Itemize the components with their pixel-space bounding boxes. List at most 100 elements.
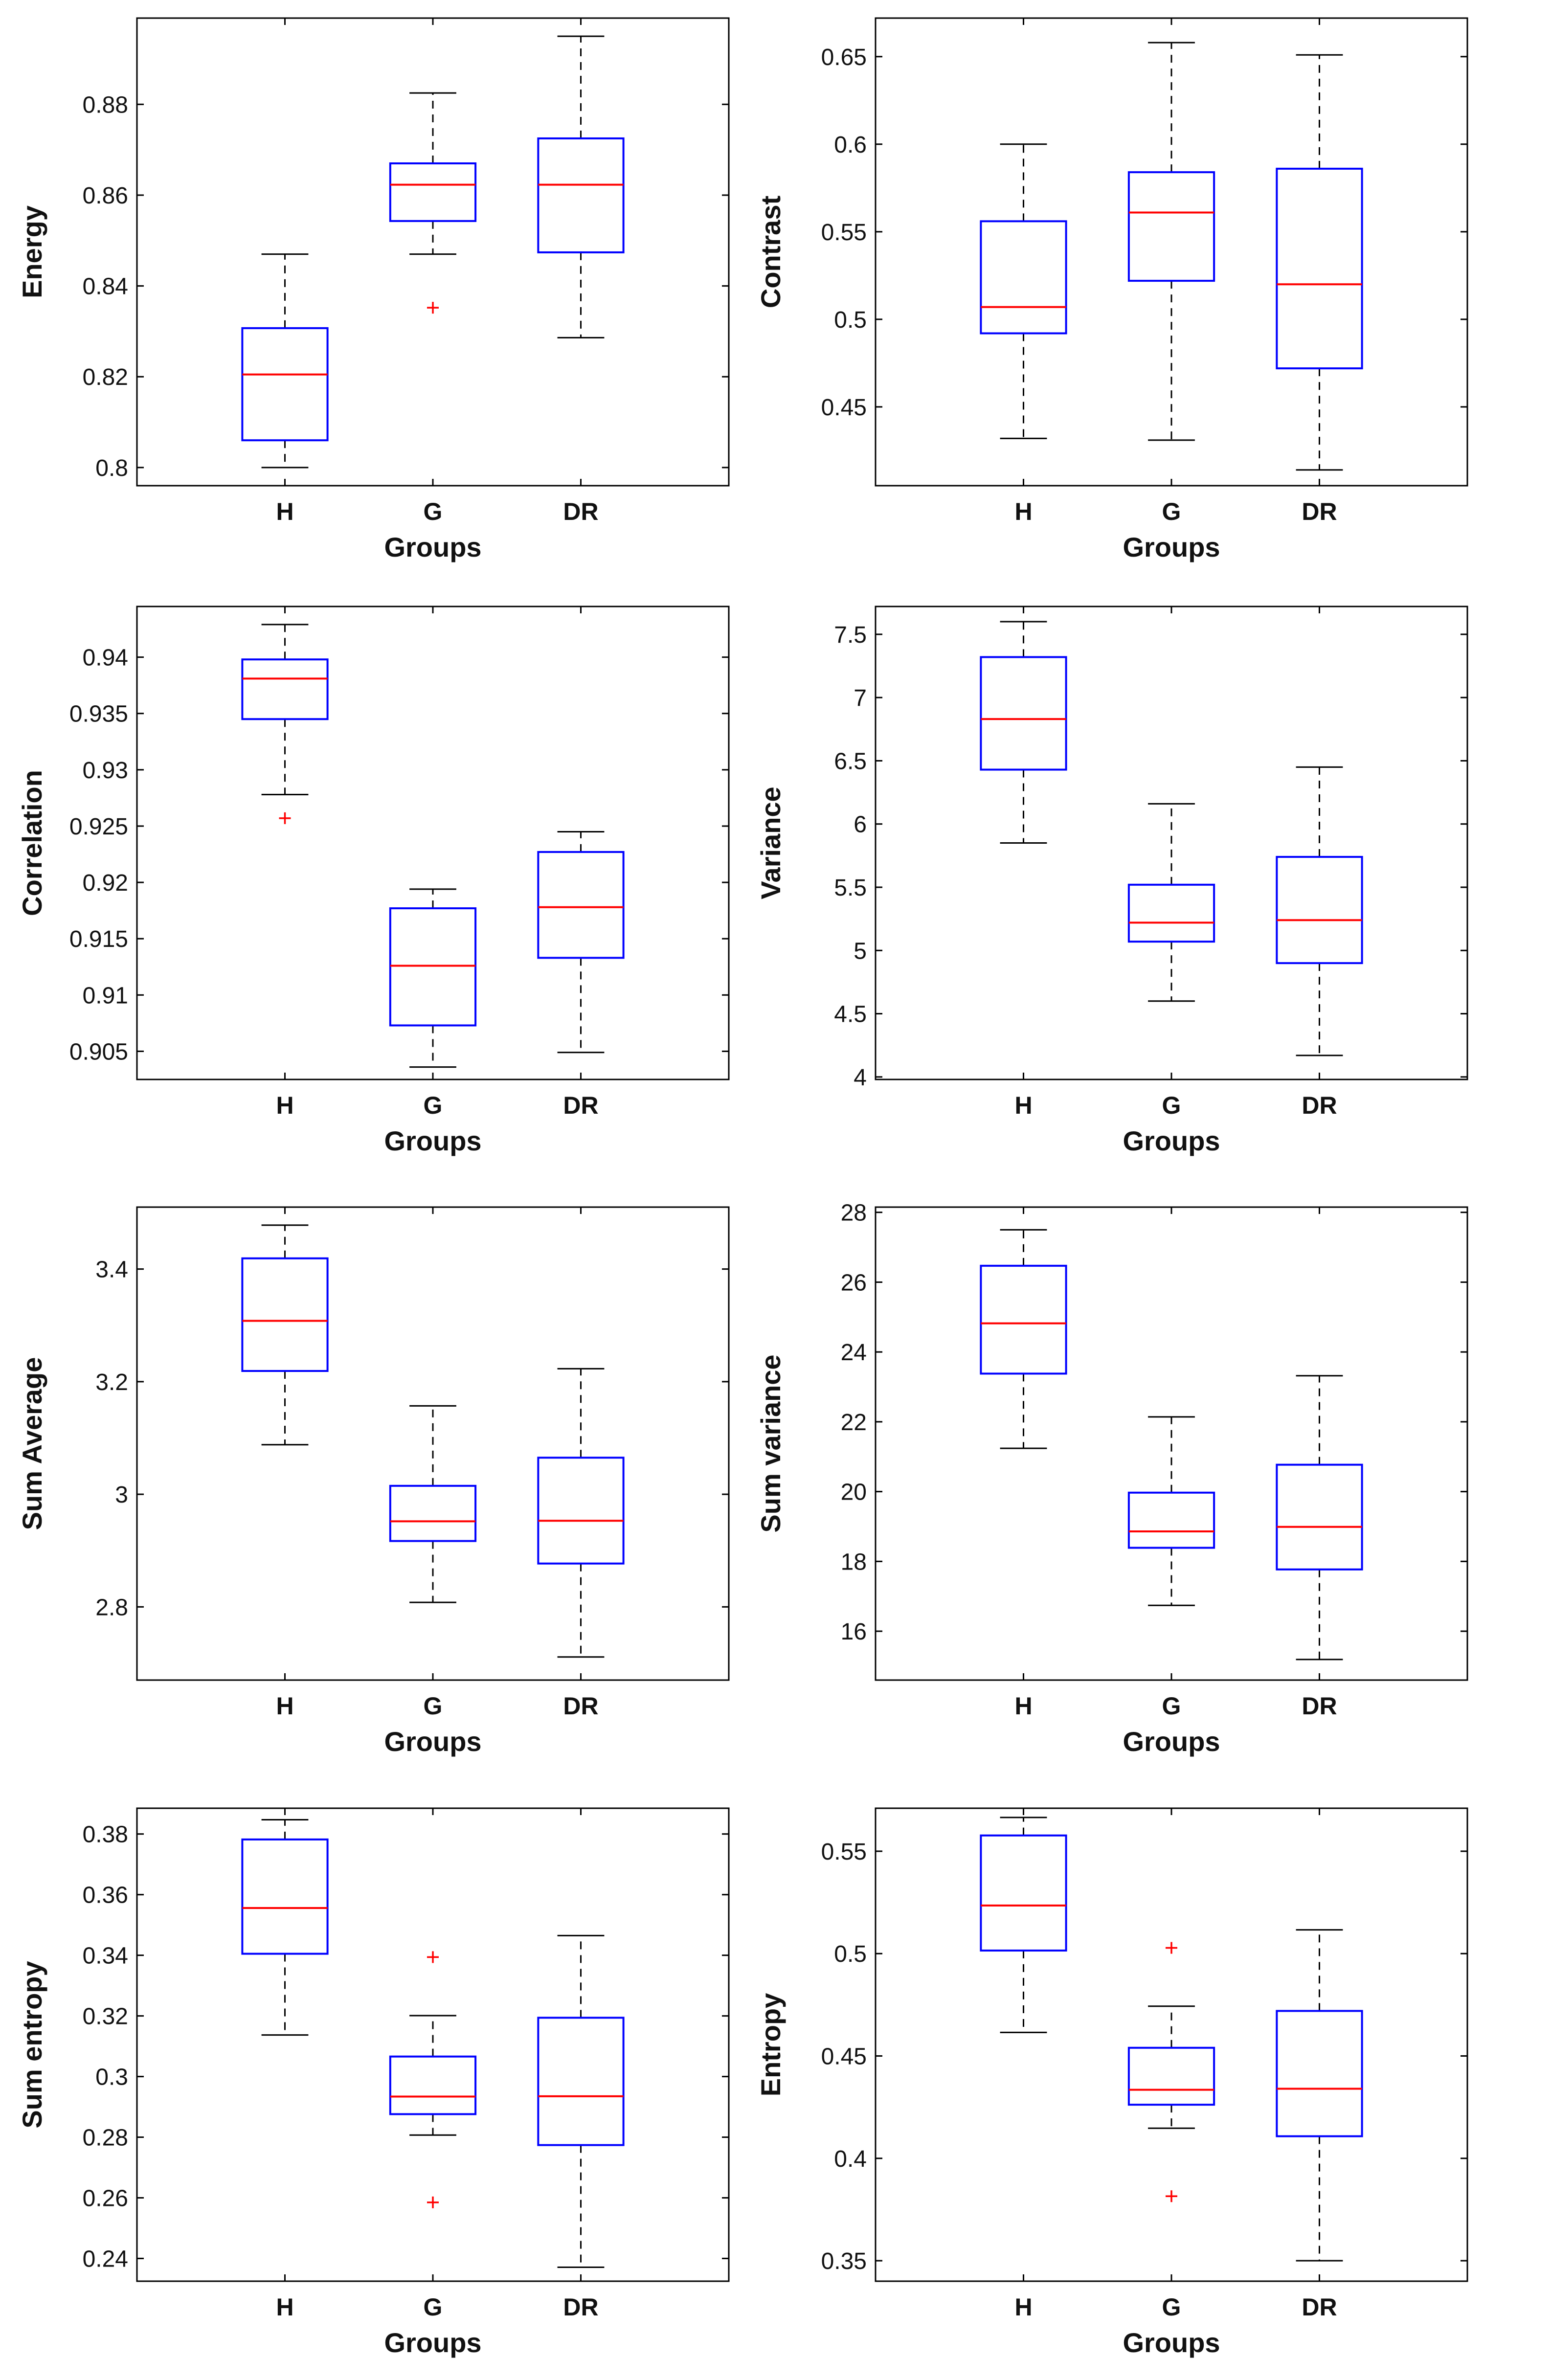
y-tick-label: 0.905	[69, 1039, 128, 1065]
y-tick-label: 3.2	[95, 1370, 128, 1395]
y-tick-label: 6	[854, 812, 867, 838]
x-category-label: G	[1162, 1092, 1181, 1119]
x-axis-label: Groups	[1123, 532, 1220, 562]
iqr-box	[1127, 1491, 1215, 1549]
iqr-box	[1276, 1463, 1363, 1571]
y-tick-label: 0.5	[834, 1941, 867, 1967]
y-tick-label: 0.36	[83, 1883, 128, 1908]
box-DR	[1276, 54, 1363, 471]
iqr-box	[241, 327, 329, 442]
panel-entropy: 0.35 0.4 0.45 0.5 0.55 H G DR Groups Entropy	[755, 1807, 1468, 2358]
box-G	[389, 1405, 477, 1603]
y-tick-label: 0.82	[83, 364, 128, 390]
box-H	[241, 253, 329, 469]
y-tick-label: 0.86	[83, 183, 128, 209]
y-tick-label: 7.5	[834, 622, 867, 648]
box-DR	[1276, 1929, 1363, 2262]
y-tick-label: 5.5	[834, 875, 867, 901]
iqr-box	[537, 2017, 625, 2146]
y-tick-label: 0.91	[83, 983, 128, 1009]
y-tick-label: 0.4	[834, 2146, 867, 2172]
x-category-label: H	[1014, 1092, 1032, 1119]
y-tick-label: 0.84	[83, 274, 128, 300]
box-H	[241, 624, 329, 824]
x-category-label: G	[424, 498, 443, 525]
y-tick-label: 2.8	[95, 1594, 128, 1620]
y-tick-label: 0.6	[834, 132, 867, 158]
iqr-box	[980, 220, 1067, 335]
outlier-marker	[427, 1951, 439, 1963]
iqr-box	[241, 658, 329, 720]
y-tick-label: 0.94	[83, 645, 128, 671]
x-category-label: DR	[563, 2293, 598, 2321]
box-G	[389, 888, 477, 1068]
x-category-label: DR	[563, 1092, 598, 1119]
x-category-label: DR	[563, 498, 598, 525]
iqr-box	[241, 1838, 329, 1955]
y-axis-label: Sum Average	[17, 1357, 47, 1530]
iqr-box	[537, 851, 625, 959]
iqr-box	[241, 1257, 329, 1372]
y-tick-label: 0.38	[83, 1822, 128, 1848]
x-axis-label: Groups	[384, 2327, 481, 2358]
x-category-label: G	[424, 1692, 443, 1720]
axes-frame	[136, 1807, 730, 2282]
y-tick-label: 0.35	[821, 2248, 867, 2274]
x-axis-label: Groups	[1123, 2327, 1220, 2358]
y-axis-label: Correlation	[17, 770, 47, 916]
x-category-label: H	[276, 498, 293, 525]
x-category-label: G	[1162, 2293, 1181, 2321]
y-tick-label: 22	[841, 1410, 867, 1436]
x-category-label: H	[276, 1092, 293, 1119]
panel-contrast: 0.45 0.5 0.55 0.6 0.65 H G DR Groups Contrast	[755, 17, 1468, 562]
x-category-label: DR	[563, 1692, 598, 1720]
iqr-box	[980, 1264, 1067, 1375]
iqr-box	[1276, 167, 1363, 370]
y-tick-label: 0.34	[83, 1943, 128, 1969]
x-category-label: H	[1014, 2293, 1032, 2321]
y-tick-label: 3	[115, 1482, 128, 1508]
x-axis-label: Groups	[384, 1125, 481, 1156]
y-axis-label: Entropy	[755, 1993, 786, 2097]
iqr-box	[537, 1457, 625, 1565]
outlier-marker	[279, 812, 291, 824]
y-tick-label: 4.5	[834, 1002, 867, 1028]
box-DR	[1276, 1375, 1363, 1661]
y-tick-label: 0.24	[83, 2246, 128, 2272]
x-category-label: H	[276, 1692, 293, 1720]
x-category-label: DR	[1302, 1692, 1337, 1720]
panel-sum-variance: 16 18 20 22 24 26 28 H G DR Groups Sum variance	[755, 1200, 1468, 1757]
panel-sum-entropy: 0.24 0.26 0.28 0.3 0.32 0.34 0.36 0.38 H G DR Group…	[17, 1807, 730, 2358]
box-G	[1127, 1942, 1215, 2202]
x-axis-label: Groups	[1123, 1726, 1220, 1757]
y-tick-label: 20	[841, 1480, 867, 1505]
outlier-marker	[1166, 1942, 1177, 1954]
iqr-box	[1276, 855, 1363, 965]
y-tick-label: 3.4	[95, 1257, 128, 1283]
box-G	[389, 92, 477, 314]
y-axis-label: Sum entropy	[17, 1961, 47, 2128]
x-axis-label: Groups	[384, 1726, 481, 1757]
x-category-label: G	[424, 2293, 443, 2321]
box-G	[1127, 1416, 1215, 1606]
y-tick-label: 24	[841, 1340, 867, 1366]
outlier-marker	[427, 302, 439, 314]
iqr-box	[537, 137, 625, 253]
outlier-marker	[1166, 2190, 1177, 2202]
box-DR	[537, 1368, 625, 1658]
iqr-box	[389, 2055, 477, 2115]
y-tick-label: 0.55	[821, 1839, 867, 1865]
y-tick-label: 0.88	[83, 92, 128, 118]
box-DR	[537, 35, 625, 338]
iqr-box	[980, 1834, 1067, 1952]
y-tick-label: 0.92	[83, 870, 128, 896]
box-H	[980, 1817, 1067, 2033]
y-tick-label: 0.915	[69, 926, 128, 952]
box-G	[1127, 42, 1215, 441]
iqr-box	[1127, 883, 1215, 943]
y-tick-label: 0.8	[95, 455, 128, 481]
x-category-label: DR	[1302, 498, 1337, 525]
box-H	[980, 1229, 1067, 1449]
box-H	[980, 621, 1067, 844]
y-tick-label: 7	[854, 685, 867, 711]
